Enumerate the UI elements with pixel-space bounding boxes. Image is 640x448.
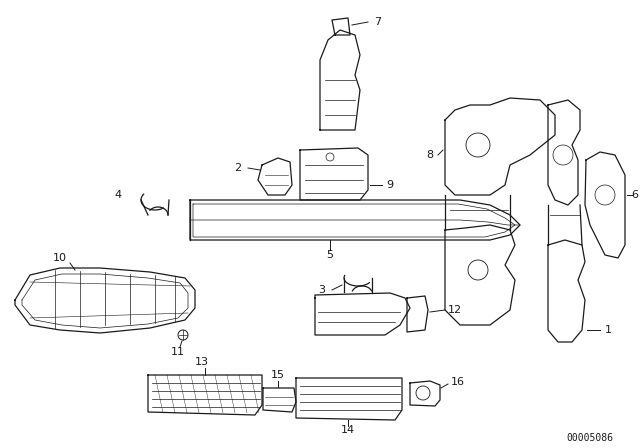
Text: 13: 13: [195, 357, 209, 367]
Text: 11: 11: [171, 347, 185, 357]
Text: 00005086: 00005086: [566, 433, 614, 443]
Text: 15: 15: [271, 370, 285, 380]
Text: 6: 6: [632, 190, 639, 200]
Text: 10: 10: [53, 253, 67, 263]
Text: 7: 7: [374, 17, 381, 27]
Text: 3: 3: [319, 285, 326, 295]
Text: 1: 1: [605, 325, 611, 335]
Text: 14: 14: [341, 425, 355, 435]
Text: 12: 12: [448, 305, 462, 315]
Text: 5: 5: [326, 250, 333, 260]
Text: 4: 4: [115, 190, 122, 200]
Text: 9: 9: [387, 180, 394, 190]
Text: 2: 2: [234, 163, 241, 173]
Text: 16: 16: [451, 377, 465, 387]
Text: 8: 8: [426, 150, 433, 160]
